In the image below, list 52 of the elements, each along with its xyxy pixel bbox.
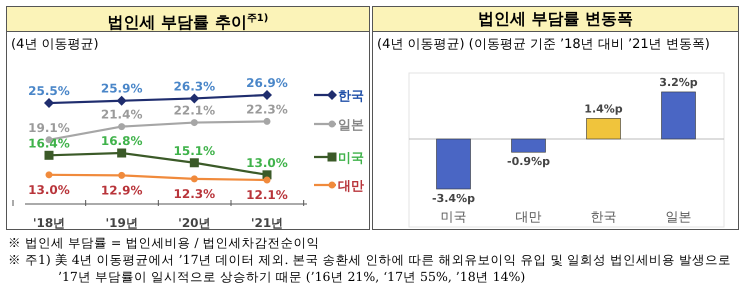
- point: [44, 98, 54, 108]
- legend-label: 미국: [338, 151, 364, 166]
- data-label: 22.1%: [174, 104, 216, 118]
- x-tick-label: '19년: [105, 216, 138, 230]
- data-label: 21.4%: [100, 108, 142, 122]
- text: ※ 법인세 부담률 = 법인세비용 / 법인세차감전순이익: [8, 234, 321, 251]
- x-tick-label: 일본: [666, 210, 692, 225]
- data-label: 16.8%: [100, 134, 142, 148]
- legend-label: 한국: [338, 89, 364, 104]
- data-label: 15.1%: [174, 144, 216, 158]
- data-label: -0.9%p: [507, 155, 550, 168]
- data-label: 3.2%p: [659, 76, 698, 89]
- point: [262, 90, 272, 100]
- data-label: 26.9%: [246, 76, 288, 90]
- data-label: 19.1%: [28, 120, 70, 135]
- point: [190, 175, 198, 182]
- data-label: 25.5%: [28, 84, 70, 98]
- point: [264, 118, 270, 125]
- data-label: 12.3%: [174, 186, 216, 201]
- data-label: 26.3%: [174, 79, 216, 94]
- point: [44, 150, 54, 160]
- legend-label: 일본: [338, 118, 364, 133]
- chart-subtitle: (4년 이동평균) (이동평균 기준 ’18년 대비 ’21년 변동폭): [377, 36, 710, 53]
- point: [46, 171, 52, 178]
- data-label: 13.0%: [246, 156, 288, 170]
- chart-title: 법인세 부담률 변동폭: [373, 7, 738, 32]
- data-label: 1.4%p: [584, 102, 623, 116]
- point: [264, 176, 270, 184]
- x-tick-label: 대만: [516, 210, 542, 225]
- point: [189, 93, 200, 104]
- data-label: 12.9%: [100, 183, 142, 198]
- point: [116, 96, 127, 106]
- data-label: 22.3%: [246, 102, 288, 116]
- point: [190, 119, 198, 126]
- point: [118, 172, 126, 179]
- point: [190, 158, 199, 168]
- data-label: 16.4%: [28, 136, 70, 150]
- text: ※ 주1) 美 4년 이동평균에서 ’17년 데이터 제외. 본국 송환세 인하에 따른 해외유보이익 유입 및 일회성 법인세비용 발생으로 ’17년 부담률이 일시적으로 상승하기 때문 (’16년 21%, ‘17년 55%, ’18년 14%): [8, 251, 732, 285]
- x-tick-label: 미국: [440, 210, 466, 225]
- point: [118, 123, 126, 130]
- data-label: 12.1%: [246, 188, 288, 202]
- data-label: -3.4%p: [432, 192, 476, 205]
- chart-title: 법인세 부담률 추이$^{주1)}$: [7, 7, 369, 32]
- chart-subtitle: (4년 이동평균): [11, 36, 99, 53]
- point: [117, 148, 126, 158]
- legend-label: 대만: [338, 179, 364, 194]
- x-tick-label: '20년: [178, 216, 211, 230]
- data-label: 13.0%: [28, 182, 70, 197]
- data-label: 25.9%: [100, 82, 142, 96]
- x-tick-label: 한국: [590, 210, 616, 225]
- x-tick-label: '21년: [250, 216, 284, 230]
- x-tick-label: '18년: [32, 216, 66, 230]
